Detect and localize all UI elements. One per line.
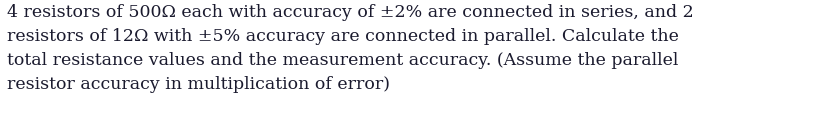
Text: 4 resistors of 500Ω each with accuracy of ±2% are connected in series, and 2
res: 4 resistors of 500Ω each with accuracy o… xyxy=(7,4,694,93)
